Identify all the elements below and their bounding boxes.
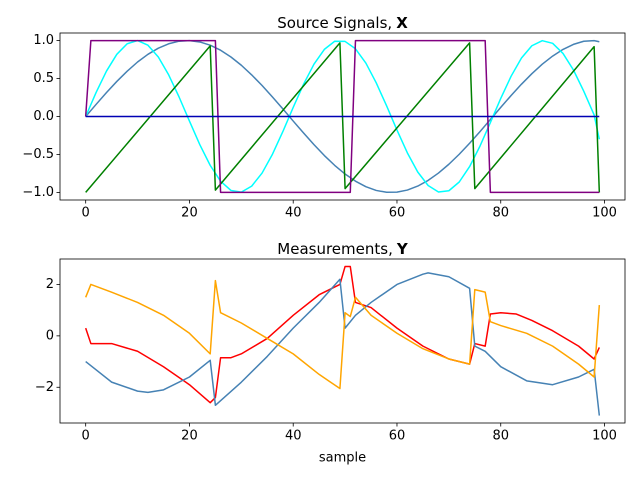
series-line	[84, 39, 601, 193]
series-line	[85, 42, 601, 193]
series-line	[84, 279, 601, 390]
x-tick-label: 0	[82, 206, 90, 221]
chart-title: Measurements, Y	[277, 240, 409, 258]
y-tick-label: −2	[35, 380, 54, 395]
x-tick-label: 40	[285, 206, 302, 221]
series-line	[84, 265, 601, 404]
y-tick-label: 0.5	[33, 71, 54, 86]
title-symbol: X	[396, 14, 408, 32]
x-tick-label: 100	[592, 206, 617, 221]
x-tick-label: 20	[181, 429, 198, 444]
series-line	[85, 272, 601, 416]
x-axis-label: sample	[319, 451, 366, 466]
x-tick-label: 60	[389, 429, 406, 444]
x-tick-label: 80	[492, 429, 509, 444]
title-symbol: Y	[396, 240, 409, 258]
x-tick-label: 100	[592, 429, 617, 444]
y-tick-label: 0.0	[33, 109, 54, 124]
x-tick-label: 20	[181, 206, 198, 221]
chart-title: Source Signals, X	[277, 14, 408, 32]
y-tick-label: 0	[46, 328, 54, 343]
y-tick-label: −0.5	[22, 147, 54, 162]
series-line	[84, 39, 600, 194]
y-tick-label: 1.0	[33, 33, 54, 48]
x-tick-label: 80	[492, 206, 509, 221]
x-tick-label: 0	[82, 429, 90, 444]
title-text: Source Signals,	[277, 14, 392, 32]
y-tick-label: −1.0	[22, 185, 54, 200]
x-tick-label: 60	[389, 206, 406, 221]
y-tick-label: 2	[46, 277, 54, 292]
title-text: Measurements,	[277, 240, 393, 258]
x-tick-label: 40	[285, 429, 302, 444]
axes-frame	[59, 258, 626, 424]
